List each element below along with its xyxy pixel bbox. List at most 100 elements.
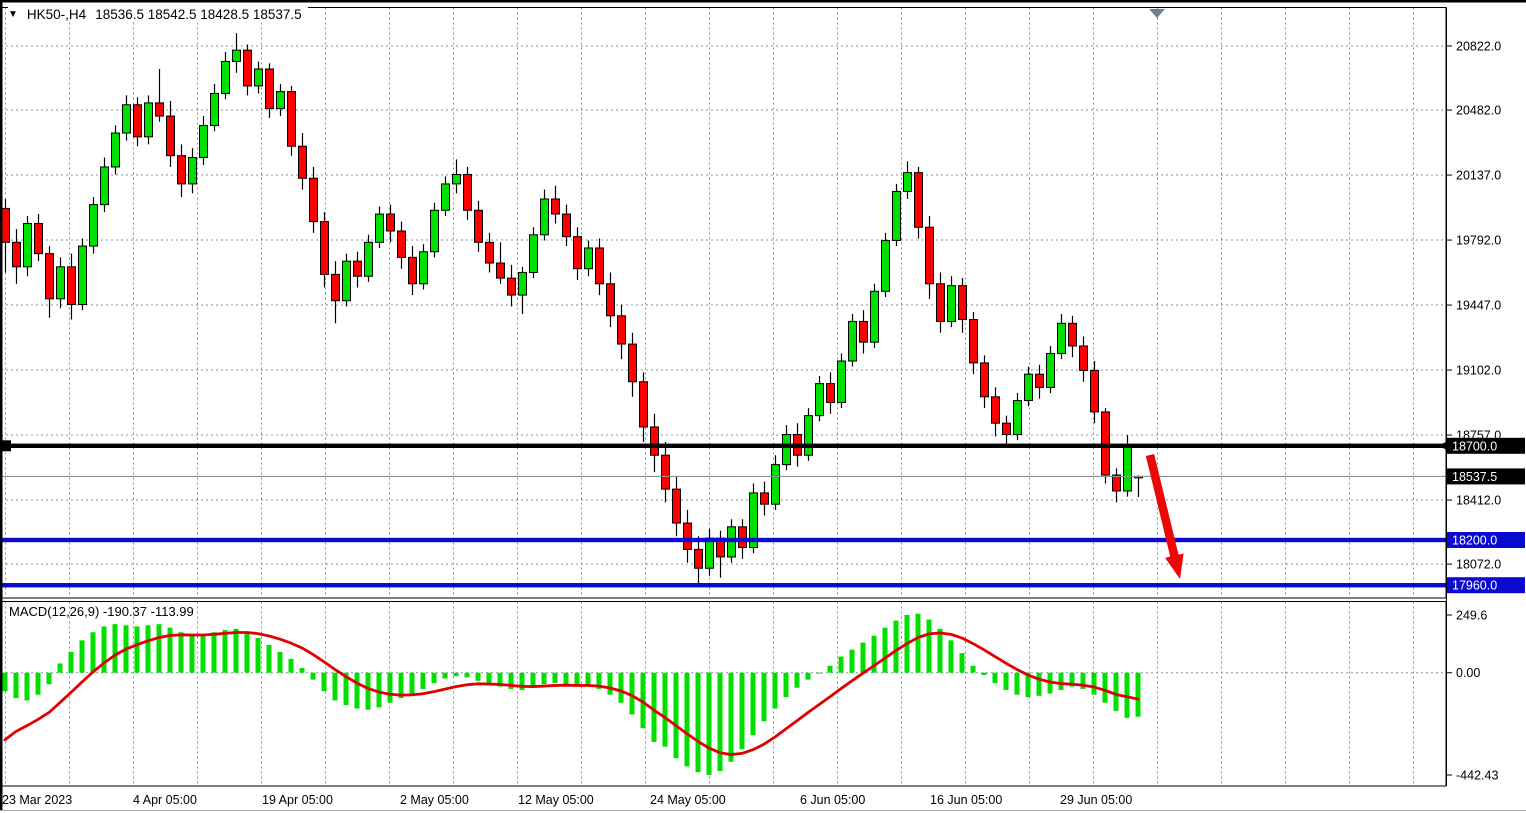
price-label-box: [1447, 532, 1525, 548]
macd-pane[interactable]: [0, 601, 1447, 787]
candle-body: [837, 360, 846, 403]
candle-body: [936, 283, 945, 322]
macd-tick-label: 249.6: [1456, 609, 1487, 623]
macd-histogram-bar: [167, 627, 173, 673]
candle-body: [529, 234, 538, 273]
macd-tick-label: 0.00: [1456, 666, 1480, 680]
macd-histogram-bar: [200, 634, 206, 673]
time-tick-label: 4 Apr 05:00: [133, 793, 197, 807]
macd-histogram-bar: [1014, 672, 1020, 695]
price-tick-label: 20822.0: [1456, 40, 1501, 54]
candle-body: [56, 266, 65, 300]
candle-body: [617, 315, 626, 345]
price-tick-label: 18072.0: [1456, 558, 1501, 572]
candle-body: [914, 172, 923, 228]
macd-histogram-bar: [761, 672, 767, 722]
macd-histogram-bar: [1080, 672, 1086, 689]
macd-histogram-bar: [596, 672, 602, 689]
candle-body: [199, 125, 208, 159]
macd-histogram-bar: [486, 672, 492, 685]
macd-histogram-bar: [497, 672, 503, 687]
candle-body: [507, 277, 516, 296]
candle-body: [1024, 373, 1033, 402]
candle-body: [408, 256, 417, 285]
time-scale[interactable]: 23 Mar 2023 4 Apr 05:00 19 Apr 05:00 2 May …: [2, 793, 1132, 807]
macd-histogram-bar: [299, 668, 305, 673]
chart-shift-marker[interactable]: [1149, 9, 1165, 18]
candle-body: [243, 49, 252, 87]
candle-body: [980, 362, 989, 398]
macd-histogram-bar: [178, 632, 184, 673]
candle-body: [254, 68, 263, 87]
candle-body: [342, 260, 351, 302]
candle-body: [419, 251, 428, 285]
candle-body: [89, 204, 98, 247]
candle-body: [155, 102, 164, 117]
macd-histogram-bar: [409, 672, 415, 695]
macd-histogram-bar: [629, 672, 635, 715]
candle-body: [364, 241, 373, 277]
candle-body: [375, 213, 384, 243]
price-label-box: [1447, 437, 1525, 454]
macd-histogram-bar: [684, 672, 690, 767]
time-tick-label: 29 Jun 05:00: [1060, 793, 1132, 807]
macd-histogram-bar: [90, 632, 96, 673]
macd-histogram-bar: [783, 672, 789, 697]
macd-histogram-bar: [145, 625, 151, 673]
candle-body: [969, 319, 978, 364]
hline-18200.0[interactable]: [0, 537, 1446, 543]
macd-histogram-bar: [244, 632, 250, 673]
price-line-label: 17960.0: [1452, 579, 1497, 593]
candle-body: [683, 522, 692, 550]
macd-histogram-bar: [189, 635, 195, 673]
macd-histogram-bar: [420, 672, 426, 689]
candle-body: [287, 91, 296, 147]
candle-body: [298, 145, 307, 179]
candle-body: [23, 222, 32, 268]
macd-histogram-bar: [706, 672, 712, 775]
macd-histogram-bar: [376, 672, 382, 708]
candle-body: [100, 166, 109, 206]
candle-body: [848, 320, 857, 362]
candle-body: [210, 92, 219, 127]
candle-body: [166, 115, 175, 157]
macd-histogram-bar: [915, 613, 921, 673]
candle-body: [925, 226, 934, 285]
macd-histogram-bar: [233, 628, 239, 673]
candle-body: [474, 209, 483, 243]
hline-17960.0[interactable]: [0, 583, 1446, 588]
macd-histogram-bar: [2, 672, 8, 692]
candle-body: [859, 320, 868, 343]
trend-arrow[interactable]: [1145, 454, 1184, 579]
macd-histogram-bar: [970, 665, 976, 673]
candle-body: [331, 273, 340, 302]
candle-body: [111, 132, 120, 168]
candle-body: [1101, 411, 1110, 476]
macd-histogram-bar: [1113, 672, 1119, 711]
hline-18700.0[interactable]: [0, 440, 1446, 452]
candle-body: [749, 492, 758, 549]
candle-body: [661, 454, 670, 490]
candle-body: [573, 236, 582, 270]
macd-histogram-bar: [365, 672, 371, 710]
macd-histogram-bar: [508, 672, 514, 689]
candle-body: [870, 290, 879, 343]
candle-body: [1035, 373, 1044, 388]
macd-scale[interactable]: 249.6 0.00 -442.43: [1446, 609, 1498, 783]
price-scale[interactable]: 20822.0 20482.0 20137.0 19792.0 19447.0 19102…: [1439, 40, 1525, 594]
macd-histogram-bar: [255, 638, 261, 673]
macd-histogram-bar: [1102, 672, 1108, 703]
candle-body: [1013, 400, 1022, 435]
candle-body: [595, 247, 604, 285]
macd-histogram-bar: [1003, 672, 1009, 691]
candle-body: [628, 343, 637, 383]
macd-histogram-bar: [563, 672, 569, 685]
macd-histogram-bar: [959, 653, 965, 673]
macd-histogram-bar: [1069, 672, 1075, 687]
macd-histogram-bar: [530, 672, 536, 688]
candle-body: [309, 177, 318, 223]
candle-body: [815, 383, 824, 417]
candle-body: [518, 271, 527, 296]
macd-histogram-bar: [277, 651, 283, 673]
